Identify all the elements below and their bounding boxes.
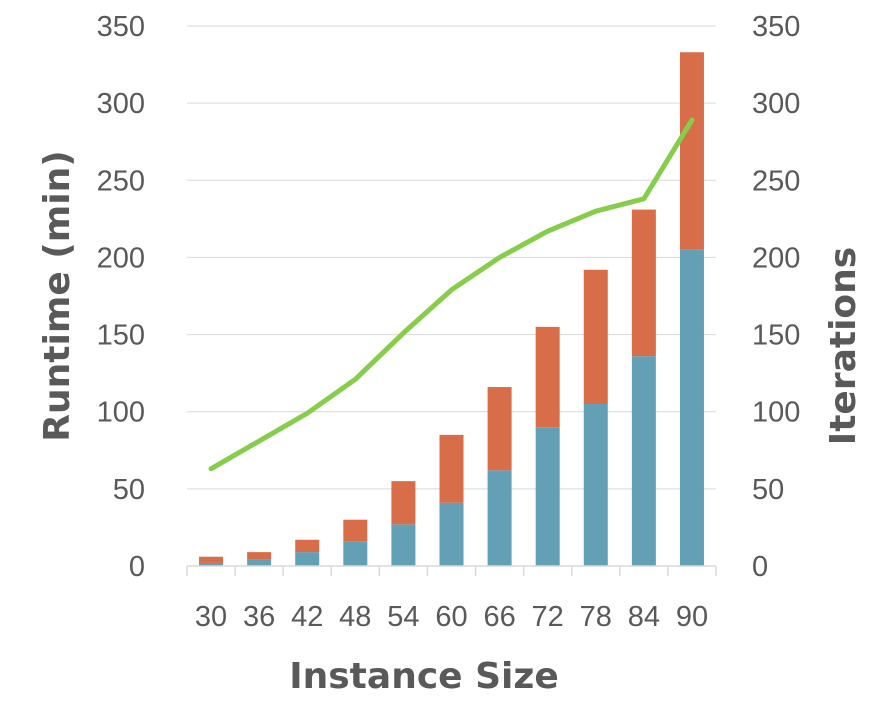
bar-series2-54 [391,481,416,525]
y-tick-0: 0 [129,551,145,583]
bar-series1-84 [631,356,656,566]
bar-series2-72 [535,326,560,428]
bar-series2-90 [679,52,704,250]
bar-series1-48 [343,541,368,566]
bar-series1-54 [391,524,416,566]
bars [199,52,704,566]
y2-tick-150: 150 [752,320,800,352]
bar-series1-72 [535,427,560,566]
left-axis-ticks: 0 50 100 150 200 250 300 350 [97,11,145,583]
x-tick-66: 66 [483,601,515,633]
iterations-line [208,117,695,472]
y-tick-100: 100 [97,397,145,429]
y2-tick-350: 350 [752,11,800,43]
y2-tick-100: 100 [752,397,800,429]
y-tick-300: 300 [97,88,145,120]
y2-tick-300: 300 [752,88,800,120]
bar-series1-78 [583,404,608,566]
right-axis-ticks: 0 50 100 150 200 250 300 350 [752,11,800,583]
bar-series2-84 [631,209,656,357]
bar-series2-66 [487,387,512,471]
bar-series1-90 [679,249,704,566]
axes [186,565,717,576]
bar-series1-66 [487,470,512,566]
x-tick-84: 84 [628,601,660,633]
y-tick-200: 200 [97,242,145,274]
x-tick-42: 42 [291,601,323,633]
line-series-1 [208,117,695,472]
x-axis-ticks: 30 36 42 48 54 60 66 72 78 84 90 [195,601,708,633]
x-tick-60: 60 [435,601,467,633]
bar-series2-36 [247,552,272,560]
y-tick-350: 350 [97,11,145,43]
y2-axis-title: Iterations [823,247,864,445]
bar-series2-42 [295,539,320,553]
x-tick-48: 48 [339,601,371,633]
x-axis-title: Instance Size [289,656,559,697]
y-tick-50: 50 [113,474,145,506]
y2-tick-250: 250 [752,165,800,197]
x-tick-36: 36 [243,601,275,633]
x-tick-90: 90 [676,601,708,633]
y-tick-150: 150 [97,320,145,352]
bar-series1-42 [295,552,320,566]
y-axis-title: Runtime (min) [37,150,78,441]
bar-series2-48 [343,519,368,542]
y-tick-250: 250 [97,165,145,197]
bar-series1-60 [439,502,464,566]
bar-series2-78 [583,269,608,404]
x-tick-54: 54 [387,601,419,633]
x-tick-30: 30 [195,601,227,633]
x-tick-78: 78 [580,601,612,633]
bar-series2-30 [199,556,224,563]
x-tick-72: 72 [532,601,564,633]
y2-tick-50: 50 [752,474,784,506]
bar-series1-36 [247,559,272,566]
bar-series1-30 [199,562,224,566]
y2-tick-200: 200 [752,242,800,274]
bar-series2-60 [439,434,464,503]
y2-tick-0: 0 [752,551,768,583]
gridlines [187,25,716,490]
